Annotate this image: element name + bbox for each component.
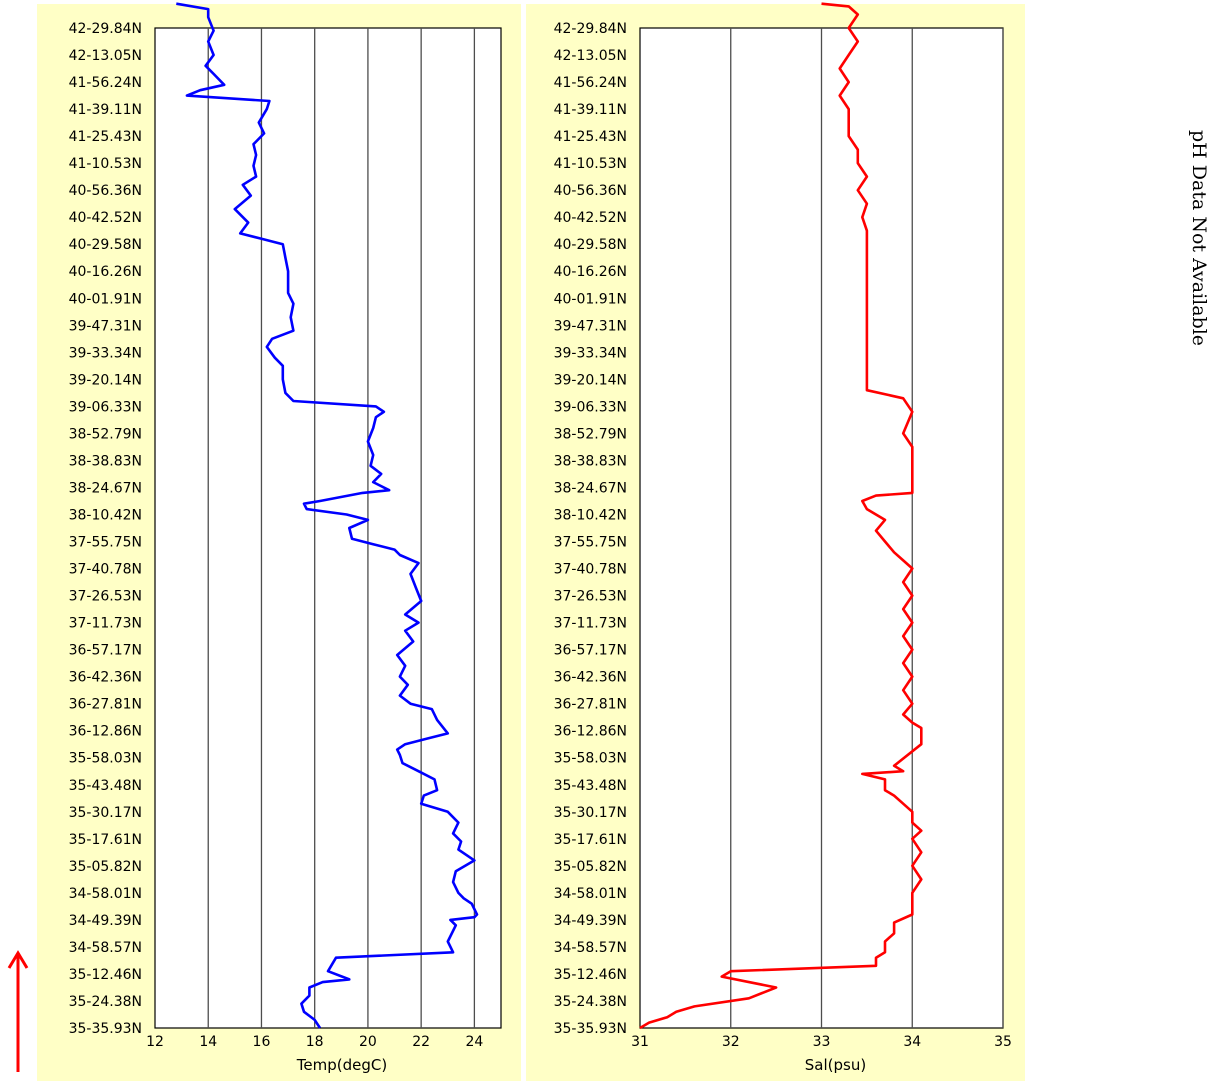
temp-y-tick-label: 41-10.53N <box>69 156 142 172</box>
sal-x-tick-label: 31 <box>631 1034 649 1050</box>
sal-x-tick-label: 35 <box>994 1034 1012 1050</box>
temp-y-tick-label: 35-12.46N <box>69 967 142 983</box>
sal-y-tick-label: 38-10.42N <box>554 507 627 523</box>
sal-series-line <box>639 2 923 1030</box>
temp-y-tick-label: 38-52.79N <box>69 426 142 442</box>
temp-y-tick-label: 35-35.93N <box>69 1021 142 1037</box>
sal-chart: 31 32 33 34 35 35-35.93N 35-24.38N 35-12.46N 34-… <box>554 2 1012 1074</box>
temp-y-tick-label: 37-11.73N <box>69 616 142 632</box>
temp-y-tick-label: 35-43.48N <box>69 778 142 794</box>
sal-y-tick-label: 35-05.82N <box>554 859 627 875</box>
temp-y-tick-label: 40-42.52N <box>69 210 142 226</box>
sal-x-tick-label: 33 <box>813 1034 831 1050</box>
sal-x-tick-label: 34 <box>903 1034 921 1050</box>
sal-y-tick-label: 36-42.36N <box>554 670 627 686</box>
sal-y-tick-label: 35-43.48N <box>554 778 627 794</box>
sal-y-tick-label: 40-56.36N <box>554 183 627 199</box>
temp-y-tick-label: 40-01.91N <box>69 291 142 307</box>
sal-y-tick-label: 42-29.84N <box>554 21 627 37</box>
temp-series-line <box>176 2 479 1029</box>
temp-x-axis-title: Temp(degC) <box>296 1056 387 1074</box>
temp-y-tick-label: 35-05.82N <box>69 859 142 875</box>
temp-y-tick-label: 42-13.05N <box>69 48 142 64</box>
sal-y-tick-label: 35-17.61N <box>554 832 627 848</box>
temp-y-tick-label: 40-29.58N <box>69 237 142 253</box>
sal-y-tick-label: 37-26.53N <box>554 589 627 605</box>
sal-y-tick-label: 41-39.11N <box>554 102 627 118</box>
sal-y-tick-label: 36-27.81N <box>554 697 627 713</box>
temp-y-tick-label: 39-20.14N <box>69 372 142 388</box>
temp-y-tick-label: 37-40.78N <box>69 562 142 578</box>
temp-y-tick-label: 41-39.11N <box>69 102 142 118</box>
temp-y-tick-label: 39-06.33N <box>69 399 142 415</box>
temp-y-tick-label: 38-24.67N <box>69 480 142 496</box>
temp-y-tick-label: 39-33.34N <box>69 345 142 361</box>
sal-y-tick-label: 40-16.26N <box>554 264 627 280</box>
temp-x-tick-label: 22 <box>412 1034 430 1050</box>
temp-x-tick-label: 18 <box>306 1034 324 1050</box>
temp-y-tick-label: 36-27.81N <box>69 697 142 713</box>
sal-y-tick-label: 41-25.43N <box>554 129 627 145</box>
sal-y-tick-label: 41-56.24N <box>554 75 627 91</box>
sal-y-tick-label: 40-01.91N <box>554 291 627 307</box>
sal-y-tick-label: 34-49.39N <box>554 913 627 929</box>
temp-x-tick-label: 24 <box>465 1034 483 1050</box>
temp-y-tick-label: 36-57.17N <box>69 643 142 659</box>
temp-x-tick-label: 16 <box>253 1034 271 1050</box>
temp-y-tick-label: 39-47.31N <box>69 318 142 334</box>
sal-y-tick-label: 38-38.83N <box>554 453 627 469</box>
temp-y-tick-label: 35-58.03N <box>69 751 142 767</box>
sal-y-tick-label: 37-40.78N <box>554 562 627 578</box>
temp-chart: 12 14 16 18 20 22 24 35-35.93N 35-24.38N 35-12.46… <box>69 2 502 1074</box>
sal-y-tick-label: 35-30.17N <box>554 805 627 821</box>
temp-y-tick-label: 36-42.36N <box>69 670 142 686</box>
sal-y-tick-label: 39-47.31N <box>554 318 627 334</box>
sal-y-tick-label: 38-24.67N <box>554 480 627 496</box>
sal-x-axis-title: Sal(psu) <box>805 1056 866 1074</box>
sal-y-tick-label: 34-58.01N <box>554 886 627 902</box>
temp-x-tick-label: 20 <box>359 1034 377 1050</box>
temp-y-tick-label: 35-24.38N <box>69 994 142 1010</box>
temp-y-tick-label: 41-25.43N <box>69 129 142 145</box>
sal-y-tick-label: 42-13.05N <box>554 48 627 64</box>
sal-y-tick-label: 38-52.79N <box>554 426 627 442</box>
temp-y-tick-label: 40-56.36N <box>69 183 142 199</box>
sal-y-tick-label: 39-06.33N <box>554 399 627 415</box>
temp-y-tick-label: 34-58.01N <box>69 886 142 902</box>
sal-y-tick-label: 35-35.93N <box>554 1021 627 1037</box>
temp-y-tick-label: 37-26.53N <box>69 589 142 605</box>
temp-y-tick-label: 34-49.39N <box>69 913 142 929</box>
sal-y-tick-label: 36-57.17N <box>554 643 627 659</box>
temp-y-tick-label: 42-29.84N <box>69 21 142 37</box>
temp-y-tick-label: 38-10.42N <box>69 507 142 523</box>
sal-y-tick-label: 35-58.03N <box>554 751 627 767</box>
up-arrow-icon <box>7 950 29 1072</box>
sal-y-tick-label: 41-10.53N <box>554 156 627 172</box>
temp-y-tick-label: 36-12.86N <box>69 724 142 740</box>
ph-unavailable-note: pH Data Not Available <box>1188 130 1210 347</box>
temp-x-tick-label: 14 <box>199 1034 217 1050</box>
sal-y-tick-label: 35-12.46N <box>554 967 627 983</box>
temp-y-tick-label: 41-56.24N <box>69 75 142 91</box>
sal-y-tick-label: 37-11.73N <box>554 616 627 632</box>
sal-y-tick-label: 37-55.75N <box>554 535 627 551</box>
temp-y-tick-label: 34-58.57N <box>69 940 142 956</box>
temp-y-tick-label: 38-38.83N <box>69 453 142 469</box>
temp-y-tick-label: 35-30.17N <box>69 805 142 821</box>
sal-y-tick-label: 39-33.34N <box>554 345 627 361</box>
sal-y-tick-label: 39-20.14N <box>554 372 627 388</box>
temp-plot-area <box>154 27 502 1029</box>
sal-x-tick-label: 32 <box>722 1034 740 1050</box>
sal-y-tick-label: 40-42.52N <box>554 210 627 226</box>
sal-y-tick-label: 35-24.38N <box>554 994 627 1010</box>
temp-y-tick-label: 40-16.26N <box>69 264 142 280</box>
sal-y-tick-label: 34-58.57N <box>554 940 627 956</box>
temp-x-tick-label: 12 <box>146 1034 164 1050</box>
temp-y-tick-label: 37-55.75N <box>69 535 142 551</box>
sal-y-tick-label: 40-29.58N <box>554 237 627 253</box>
temp-y-tick-label: 35-17.61N <box>69 832 142 848</box>
sal-y-tick-label: 36-12.86N <box>554 724 627 740</box>
